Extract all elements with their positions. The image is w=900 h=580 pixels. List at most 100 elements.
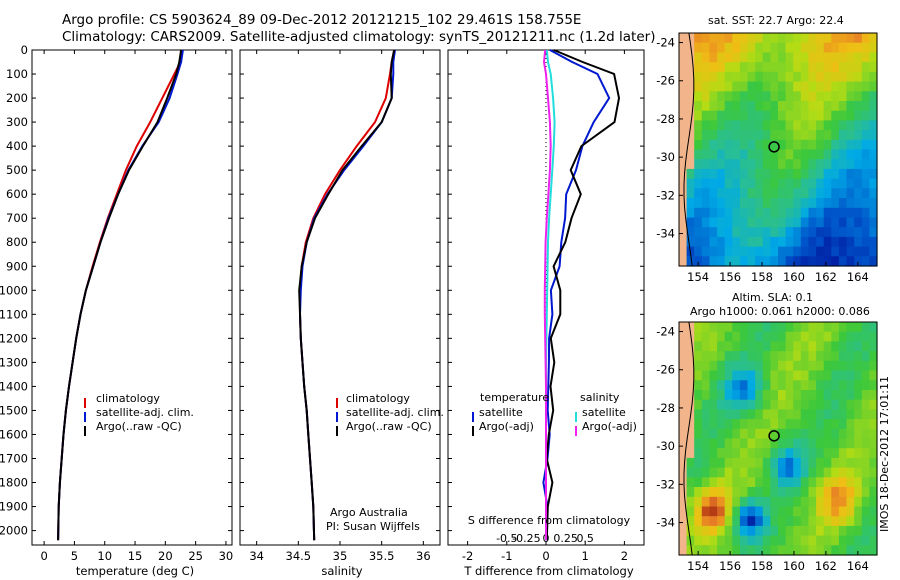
timestamp-stamp: IMOS 18-Dec-2012 17:01:11	[878, 376, 891, 532]
sst-map-cell	[709, 71, 718, 83]
sst-map-cell	[732, 149, 741, 160]
sla-map-cell	[831, 390, 840, 401]
diff-xtick-top-label: 0.25	[553, 532, 578, 545]
sst-map-cell	[785, 120, 794, 131]
sla-map-xtick-label: 160	[783, 559, 805, 573]
sla-map-cell	[869, 322, 878, 333]
sst-map-cell	[694, 130, 703, 141]
sst-map-cell	[755, 71, 764, 83]
sst-map-cell	[778, 110, 787, 121]
sla-map-cell	[838, 341, 848, 352]
sst-map-cell	[800, 159, 809, 170]
sst-map-cell	[747, 110, 756, 121]
sst-map-cell	[709, 217, 718, 228]
sst-map-cell	[793, 217, 802, 228]
sst-map-cell	[709, 42, 718, 53]
sst-map-cell	[732, 71, 741, 83]
sst-map-cell	[778, 52, 787, 63]
sst-map-cell	[869, 33, 878, 44]
sla-map-cell	[778, 448, 787, 459]
depth-tick-label: 400	[6, 139, 28, 153]
sst-map-cell	[854, 91, 863, 102]
sst-map-cell	[800, 236, 809, 248]
sst-map-cell	[793, 149, 802, 160]
sla-map-cell	[838, 477, 848, 488]
sla-map-cell	[869, 341, 878, 352]
sla-map-cell	[785, 341, 794, 352]
sla-map-cell	[679, 457, 688, 469]
sst-map-cell	[747, 246, 756, 257]
sla-map-cell	[800, 545, 809, 556]
diff-xtick-label: 0	[542, 549, 549, 563]
sst-map-cell	[869, 130, 878, 141]
sst-map-cell	[762, 207, 771, 219]
sla-map-cell	[793, 419, 802, 430]
sst-map-title: sat. SST: 22.7 Argo: 22.4	[708, 14, 844, 27]
sla-map-cell	[816, 351, 825, 362]
sst-map-cell	[838, 110, 848, 121]
sla-map-cell	[732, 399, 741, 410]
sst-map-cell	[854, 168, 863, 180]
sla-map-cell	[709, 457, 718, 469]
sst-map-cell	[831, 198, 840, 209]
sst-map-cell	[679, 139, 688, 151]
sst-map-cell	[854, 120, 863, 131]
sla-map-cell	[770, 390, 779, 401]
sla-map-cell	[770, 516, 779, 527]
sla-map-cell	[732, 428, 741, 440]
depth-tick-label: 100	[6, 67, 28, 81]
legend-diff-temperature-header: temperature	[480, 391, 549, 404]
sla-map-cell	[739, 322, 749, 333]
sst-map-cell	[778, 178, 787, 189]
sst-map-cell	[800, 81, 809, 92]
sla-map-cell	[823, 545, 832, 556]
sla-map-cell	[739, 351, 749, 362]
sst-map-cell	[861, 236, 870, 248]
sla-map-cell	[861, 487, 870, 498]
sst-map-cell	[724, 33, 733, 44]
sla-map-cell	[747, 487, 756, 498]
sst-map-cell	[755, 52, 764, 63]
sst-map-cell	[686, 159, 695, 170]
sst-map-cell	[778, 217, 787, 228]
sst-map-cell	[816, 62, 825, 73]
sst-map-cell	[778, 101, 787, 112]
sst-map-cell	[869, 188, 878, 199]
sla-map-cell	[861, 428, 870, 440]
legend-diff-t-argo: Argo(-adj)	[479, 420, 534, 433]
sst-map-cell	[709, 62, 718, 73]
sla-map-cell	[755, 341, 764, 352]
sla-map-cell	[747, 535, 756, 546]
sla-map-cell	[778, 477, 787, 488]
sst-map-cell	[846, 110, 855, 121]
sst-map-cell	[861, 198, 870, 209]
sal-legend-swatch-satellite	[336, 412, 338, 422]
sst-map-cell	[831, 110, 840, 121]
sla-map-cell	[838, 399, 848, 410]
temp-xtick-label: 15	[128, 549, 143, 563]
sst-map-cell	[869, 91, 878, 102]
sla-map-cell	[823, 351, 832, 362]
sst-map-cell	[732, 42, 741, 53]
sla-map-cell	[770, 467, 779, 478]
sst-map-cell	[709, 256, 718, 267]
sla-map-cell	[800, 487, 809, 498]
sst-map-cell	[755, 33, 764, 44]
sla-map-cell	[709, 477, 718, 488]
sst-map-cell	[679, 188, 688, 199]
sla-map-cell	[861, 457, 870, 469]
sla-map-cell	[831, 419, 840, 430]
sst-map-cell	[732, 130, 741, 141]
sst-map-cell	[869, 139, 878, 151]
sst-map-cell	[808, 227, 817, 238]
sla-map-cell	[785, 448, 794, 459]
sst-map-cell	[679, 62, 688, 73]
sst-map-cell	[739, 52, 749, 63]
sla-map-cell	[686, 525, 695, 537]
sst-map-cell	[854, 110, 863, 121]
sla-map-cell	[831, 477, 840, 488]
temp-xtick-label: 0	[40, 549, 47, 563]
sla-map-cell	[854, 399, 863, 410]
sst-map-cell	[747, 227, 756, 238]
sla-map-cell	[831, 448, 840, 459]
